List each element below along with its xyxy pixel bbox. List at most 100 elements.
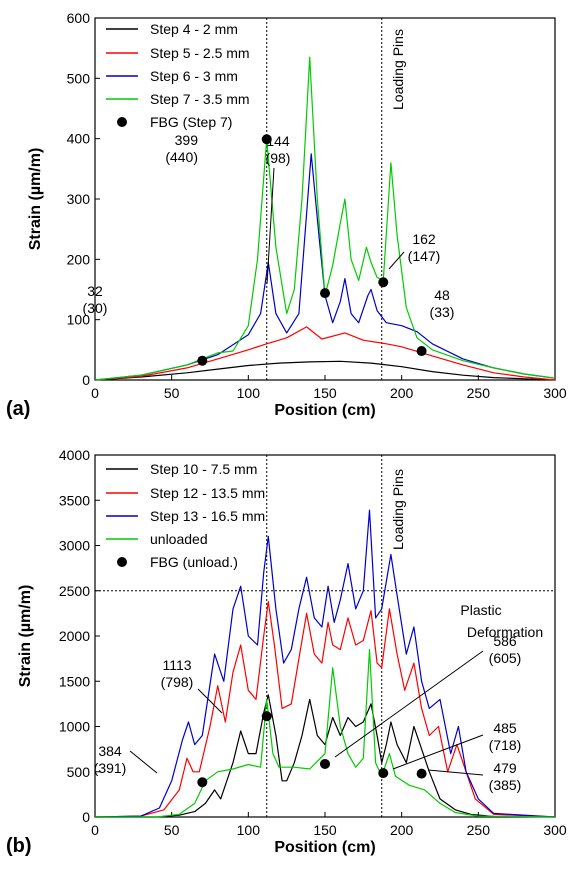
x-tick-label: 250 xyxy=(467,822,491,838)
legend-marker-fbg xyxy=(117,117,127,127)
guides-a xyxy=(266,18,383,380)
x-axis-title: Position (cm) xyxy=(274,839,375,856)
ticks-b: 0 50 100 150 200 250 3000 500 1000 1500 2000 2500 30… xyxy=(59,447,567,838)
guides-b xyxy=(95,455,555,817)
annotation-ref: (605) xyxy=(489,650,522,666)
legend-b: Step 10 - 7.5 mm Step 12 - 13.5 mm Step … xyxy=(106,461,265,570)
y-tick-label: 600 xyxy=(67,10,91,26)
x-tick-label: 250 xyxy=(467,385,491,401)
annotation-value: 162 xyxy=(412,231,436,247)
annotation-ref: (798) xyxy=(161,674,194,690)
annotations-a: 32 (30) 399 (440) 144 (98) 162 (147) 48 … xyxy=(83,132,455,320)
y-tick-label: 100 xyxy=(67,312,91,328)
fbg-point xyxy=(197,777,208,788)
legend-label: unloaded xyxy=(150,531,208,547)
fbg-point xyxy=(320,288,330,299)
series-line xyxy=(94,360,556,381)
series-line xyxy=(94,153,556,381)
plastic-deformation-label: Plastic xyxy=(460,602,501,618)
ticks-a: 0 50 100 150 200 250 300 0 100 200 300 400 500 600 xyxy=(67,10,567,401)
x-tick-label: 300 xyxy=(543,385,567,401)
annotation-ref: (98) xyxy=(266,150,291,166)
annotations-b: 384 (391) 1113 (798) 586 (605) 485 (718)… xyxy=(94,633,522,793)
panel-label: (b) xyxy=(6,835,32,857)
annotation-ref: (30) xyxy=(83,300,108,316)
annotation-leader xyxy=(129,750,158,774)
annotation-value: 1113 xyxy=(162,657,191,673)
legend-label: Step 12 - 13.5 mm xyxy=(150,485,265,501)
annotation-ref: (33) xyxy=(430,304,455,320)
fbg-point xyxy=(320,758,330,769)
y-tick-label: 0 xyxy=(82,809,90,825)
legend-marker-fbg xyxy=(117,557,127,567)
loading-pins-label: Loading Pins xyxy=(390,469,406,550)
annotation-value: 384 xyxy=(98,743,122,759)
x-tick-label: 50 xyxy=(164,822,180,838)
series-line xyxy=(94,56,556,381)
fbg-point xyxy=(416,346,427,357)
fbg-a xyxy=(197,134,427,366)
y-tick-label: 1500 xyxy=(59,673,90,689)
series-b xyxy=(94,509,556,818)
legend-label: FBG (Step 7) xyxy=(150,114,232,130)
fbg-point xyxy=(378,768,389,779)
annotation-value: 485 xyxy=(493,720,517,736)
annotation-value: 586 xyxy=(493,633,517,649)
x-tick-label: 300 xyxy=(543,822,567,838)
y-axis-title: Strain (µm/m) xyxy=(27,148,44,251)
y-tick-label: 500 xyxy=(67,764,91,780)
panel-label: (a) xyxy=(6,398,30,420)
fbg-point xyxy=(261,711,272,722)
y-tick-label: 400 xyxy=(67,131,91,147)
series-line xyxy=(95,694,556,818)
annotation-value: 32 xyxy=(87,283,103,299)
legend-a: Step 4 - 2 mm Step 5 - 2.5 mm Step 6 - 3… xyxy=(106,21,250,130)
annotation-ref: (440) xyxy=(165,149,198,165)
y-tick-label: 2500 xyxy=(59,583,90,599)
legend-label: Step 10 - 7.5 mm xyxy=(150,461,257,477)
fbg-point xyxy=(197,355,208,366)
x-tick-label: 50 xyxy=(164,385,180,401)
annotation-ref: (147) xyxy=(408,248,441,264)
legend-label: Step 6 - 3 mm xyxy=(150,68,238,84)
legend-label: Step 13 - 16.5 mm xyxy=(150,508,265,524)
y-tick-label: 3000 xyxy=(59,538,90,554)
x-tick-label: 200 xyxy=(390,385,414,401)
x-tick-label: 150 xyxy=(313,385,337,401)
fbg-point xyxy=(378,277,389,288)
y-axis-title: Strain (µm/m) xyxy=(17,585,34,688)
panel-b: 0 50 100 150 200 250 3000 500 1000 1500 2000 2500 30… xyxy=(6,447,567,857)
annotation-leader xyxy=(266,167,275,285)
loading-pins-label: Loading Pins xyxy=(390,29,406,110)
y-tick-label: 3500 xyxy=(59,492,90,508)
x-axis-title: Position (cm) xyxy=(274,402,375,419)
fbg-b xyxy=(197,711,427,788)
series-line xyxy=(94,601,556,818)
plastic-deformation-label: Deformation xyxy=(467,624,543,640)
annotation-leader xyxy=(197,688,223,714)
annotation-value: 399 xyxy=(175,132,199,148)
annotation-value: 479 xyxy=(493,760,517,776)
x-tick-label: 0 xyxy=(91,385,99,401)
x-tick-label: 100 xyxy=(237,385,261,401)
series-line xyxy=(94,509,556,818)
annotation-leader xyxy=(427,769,484,776)
x-tick-label: 100 xyxy=(237,822,261,838)
y-tick-label: 500 xyxy=(67,70,91,86)
legend-label: FBG (unload.) xyxy=(150,554,238,570)
y-tick-label: 4000 xyxy=(59,447,90,463)
y-tick-label: 2000 xyxy=(59,628,90,644)
legend-label: Step 5 - 2.5 mm xyxy=(150,45,250,61)
legend-label: Step 4 - 2 mm xyxy=(150,21,238,37)
annotation-value: 48 xyxy=(434,287,450,303)
x-tick-label: 150 xyxy=(313,822,337,838)
y-tick-label: 0 xyxy=(82,372,90,388)
x-tick-label: 200 xyxy=(390,822,414,838)
series-a xyxy=(94,56,556,381)
series-line xyxy=(95,649,556,818)
y-tick-label: 1000 xyxy=(59,719,90,735)
annotation-leader xyxy=(392,734,484,770)
panel-a: 0 50 100 150 200 250 300 0 100 200 300 400 500 600 32… xyxy=(6,10,567,420)
fbg-point xyxy=(261,134,272,145)
